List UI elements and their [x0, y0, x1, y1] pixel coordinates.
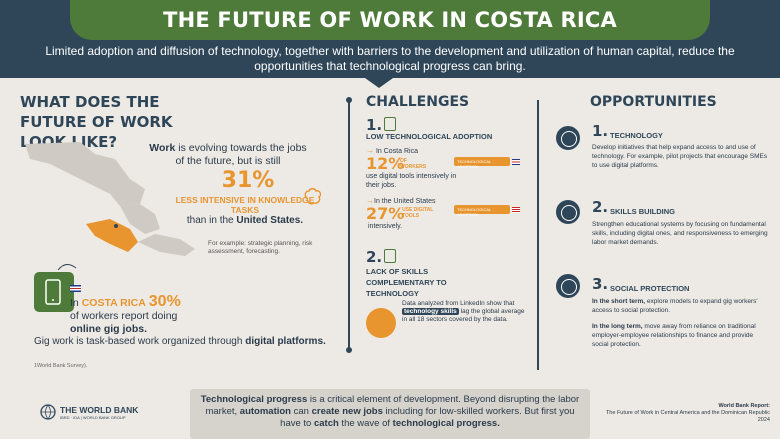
us-digital-label: USE DIGITAL TOOLS [402, 207, 434, 219]
brain-icon [304, 188, 322, 205]
central-america-map [25, 142, 195, 256]
cr-of-workers-label: OF WORKERS [400, 158, 427, 170]
globe-icon [40, 404, 56, 420]
example-text: For example: strategic planning, risk as… [208, 240, 313, 255]
cr-digital-pct: 12% [366, 154, 405, 173]
handshake-icon [556, 274, 580, 298]
smartphone-icon [384, 117, 396, 131]
title-bar: THE FUTURE OF WORK IN COSTA RICA [70, 0, 710, 40]
opportunity-3-short-term: In the short term, explore models to exp… [592, 298, 758, 314]
source-note: 1World Bank Survey). [34, 363, 88, 369]
skills-screen-icon [556, 200, 580, 224]
report-citation: World Bank Report: The Future of Work in … [605, 403, 770, 423]
than-us-text: than in the United States. [186, 215, 304, 226]
gig-definition: Gig work is task-based work organized th… [34, 336, 326, 347]
opportunity-1-number: 1. [592, 122, 609, 140]
less-intensive-label: LESS INTENSIVE IN KNOWLEDGE TASKS [175, 195, 315, 215]
column-divider-right [537, 100, 539, 370]
challenge-1-number: 1. [366, 116, 383, 134]
gig-phone-icon [34, 272, 74, 312]
linkedin-chart-icon [366, 308, 396, 338]
page-subtitle: Limited adoption and diffusion of techno… [45, 44, 735, 73]
us-flag-icon [512, 207, 520, 213]
knowledge-tasks-pct: 31% [221, 168, 275, 193]
opportunity-1-body: Develop initiatives that help expand acc… [592, 144, 768, 169]
linkedin-data-text: Data analyzed from LinkedIn show that te… [402, 300, 525, 323]
header-banner: THE FUTURE OF WORK IN COSTA RICA Limited… [0, 0, 780, 78]
challenges-title: CHALLENGES [366, 94, 470, 110]
challenge-2-number: 2. [366, 248, 383, 266]
us-usage-text: intensively. [368, 223, 403, 230]
header-notch [365, 78, 393, 88]
challenge-1-heading: LOW TECHNOLOGICAL ADOPTION [366, 132, 493, 141]
cr-intro: → In Costa Rica [366, 146, 418, 155]
opportunities-title: OPPORTUNITIES [590, 94, 717, 110]
us-digital-pct: 27% [366, 204, 405, 223]
us-adoption-tag: TECHNOLOGICAL ADOPTION [454, 205, 510, 217]
cr-adoption-tag: TECHNOLOGICAL ADOPTION [454, 157, 510, 169]
challenge-2-heading: LACK OF SKILLS COMPLEMENTARY TO TECHNOLO… [366, 267, 447, 298]
page-title: THE FUTURE OF WORK IN COSTA RICA [163, 8, 617, 32]
cr-usage-text: use digital tools intensively in their j… [366, 173, 457, 189]
costa-rica-flag-small-icon [512, 159, 520, 165]
opportunity-3-number: 3. [592, 275, 609, 293]
opportunity-3-long-term: In the long term, move away from relianc… [592, 323, 756, 348]
globe-tech-icon [556, 126, 580, 150]
work-statement: Work is evolving towards the jobs of the… [149, 142, 307, 167]
curved-arrow-icon [57, 264, 77, 271]
world-bank-logo: THE WORLD BANK IBRD · IDA | WORLD BANK G… [40, 404, 138, 420]
opportunity-1-heading: TECHNOLOGY [610, 131, 663, 140]
costa-rica-shape [86, 219, 138, 252]
us-intro: →In the United States [366, 196, 436, 205]
opportunity-2-number: 2. [592, 198, 609, 216]
column-divider-left [346, 97, 352, 353]
skills-device-icon [384, 249, 396, 263]
opportunity-2-heading: SKILLS BUILDING [610, 207, 675, 216]
costa-rica-gig-stat: In COSTA RICA 30% of workers report doin… [70, 282, 250, 336]
opportunity-3-heading: SOCIAL PROTECTION [610, 284, 690, 293]
costa-rica-flag-icon [70, 284, 81, 292]
opportunity-2-body: Strengthen educational systems by focusi… [592, 221, 768, 246]
conclusion-box: Technological progress is a critical ele… [190, 389, 590, 439]
